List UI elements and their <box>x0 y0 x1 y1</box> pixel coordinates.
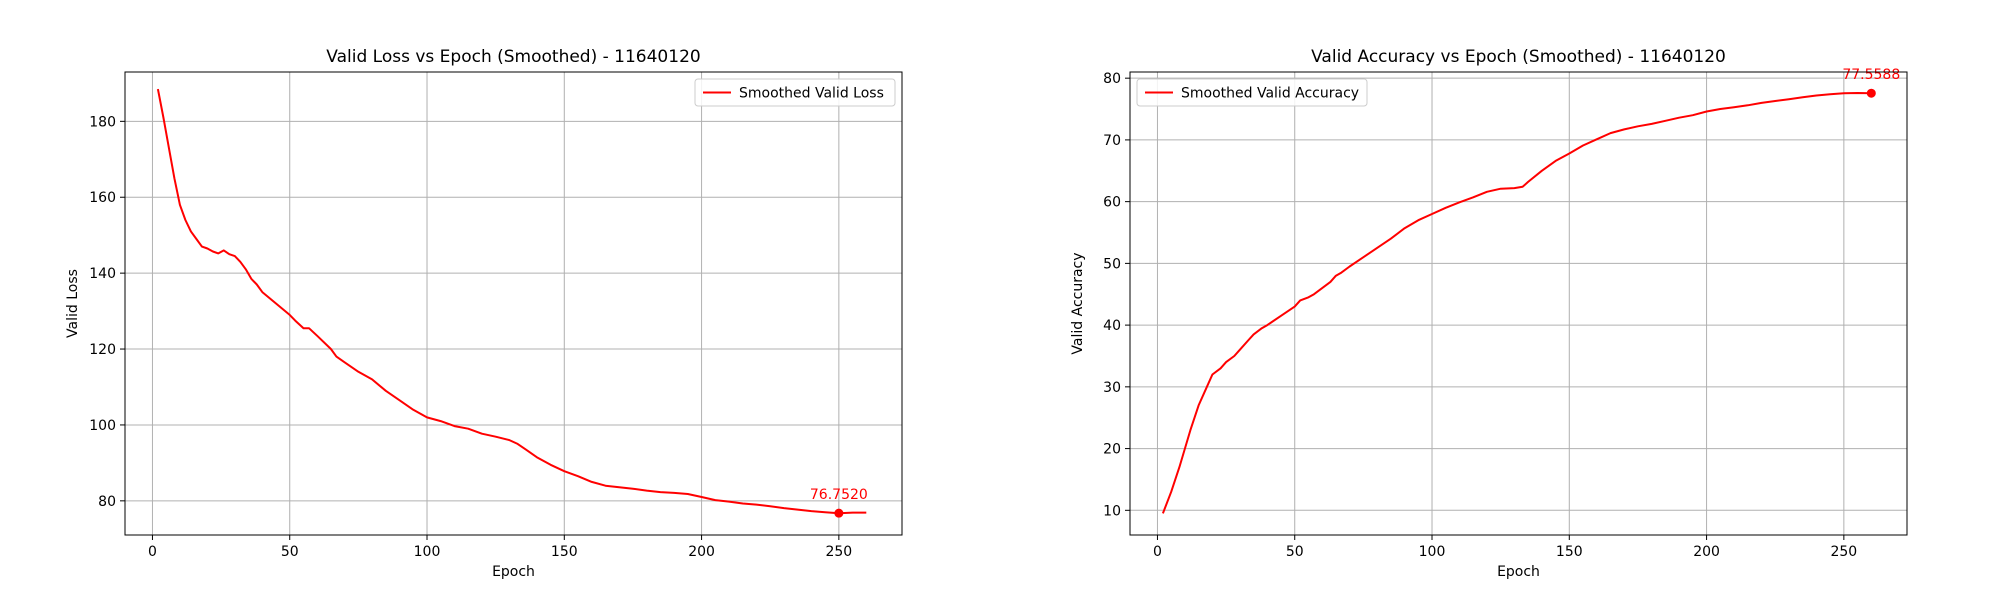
y-tick-label: 100 <box>89 418 116 434</box>
y-tick-label: 20 <box>1103 442 1121 458</box>
chart-title: Valid Loss vs Epoch (Smoothed) - 1164012… <box>326 47 700 67</box>
x-tick-label: 200 <box>1693 544 1720 560</box>
x-tick-label: 250 <box>1830 544 1857 560</box>
x-tick-label: 200 <box>688 544 715 560</box>
x-axis-label: Epoch <box>1497 564 1540 580</box>
x-tick-label: 100 <box>1419 544 1446 560</box>
legend-box <box>694 78 896 107</box>
accuracy-chart-panel: 77.5588 0 50 100 150 200 250 10 20 30 40 50 60 70 80 Va… <box>1070 47 1908 580</box>
y-tick-label: 10 <box>1103 503 1121 519</box>
y-tick-label: 50 <box>1103 256 1121 272</box>
legend-box <box>1136 78 1368 107</box>
x-tick-label: 100 <box>414 544 441 560</box>
y-tick-label: 80 <box>1103 71 1121 87</box>
y-tick-label: 40 <box>1103 318 1121 334</box>
series-line <box>156 88 867 515</box>
x-tick-label: 150 <box>1556 544 1583 560</box>
legend-label: Smoothed Valid Loss <box>739 86 884 102</box>
y-tick-label: 70 <box>1103 133 1121 149</box>
loss-chart-panel: 76.7520 0 50 100 150 200 250 80 100 120 140 160 180 V… <box>65 47 903 580</box>
y-tick-label: 80 <box>98 494 116 510</box>
y-tick-label: 180 <box>89 114 116 130</box>
y-axis-label: Valid Accuracy <box>1070 252 1086 354</box>
y-tick-label: 60 <box>1103 195 1121 211</box>
y-tick-label: 140 <box>89 266 116 282</box>
x-tick-label: 150 <box>551 544 578 560</box>
x-tick-label: 50 <box>1286 544 1304 560</box>
x-tick-label: 0 <box>148 544 157 560</box>
y-axis-label: Valid Loss <box>65 269 81 338</box>
plot-frame <box>1129 71 1908 536</box>
y-tick-label: 160 <box>89 190 116 206</box>
x-tick-label: 0 <box>1153 544 1162 560</box>
annotation-marker <box>1866 88 1876 98</box>
y-tick-label: 30 <box>1103 380 1121 396</box>
annotation-label: 76.7520 <box>810 487 868 503</box>
x-tick-label: 250 <box>825 544 852 560</box>
y-tick-label: 120 <box>89 342 116 358</box>
annotation-marker <box>834 508 844 518</box>
plot-frame <box>124 71 903 536</box>
chart-title: Valid Accuracy vs Epoch (Smoothed) - 116… <box>1311 47 1726 67</box>
series-line <box>1161 92 1872 514</box>
x-tick-label: 50 <box>281 544 299 560</box>
legend-label: Smoothed Valid Accuracy <box>1181 86 1359 102</box>
x-axis-label: Epoch <box>492 564 535 580</box>
annotation-label: 77.5588 <box>1842 67 1900 83</box>
